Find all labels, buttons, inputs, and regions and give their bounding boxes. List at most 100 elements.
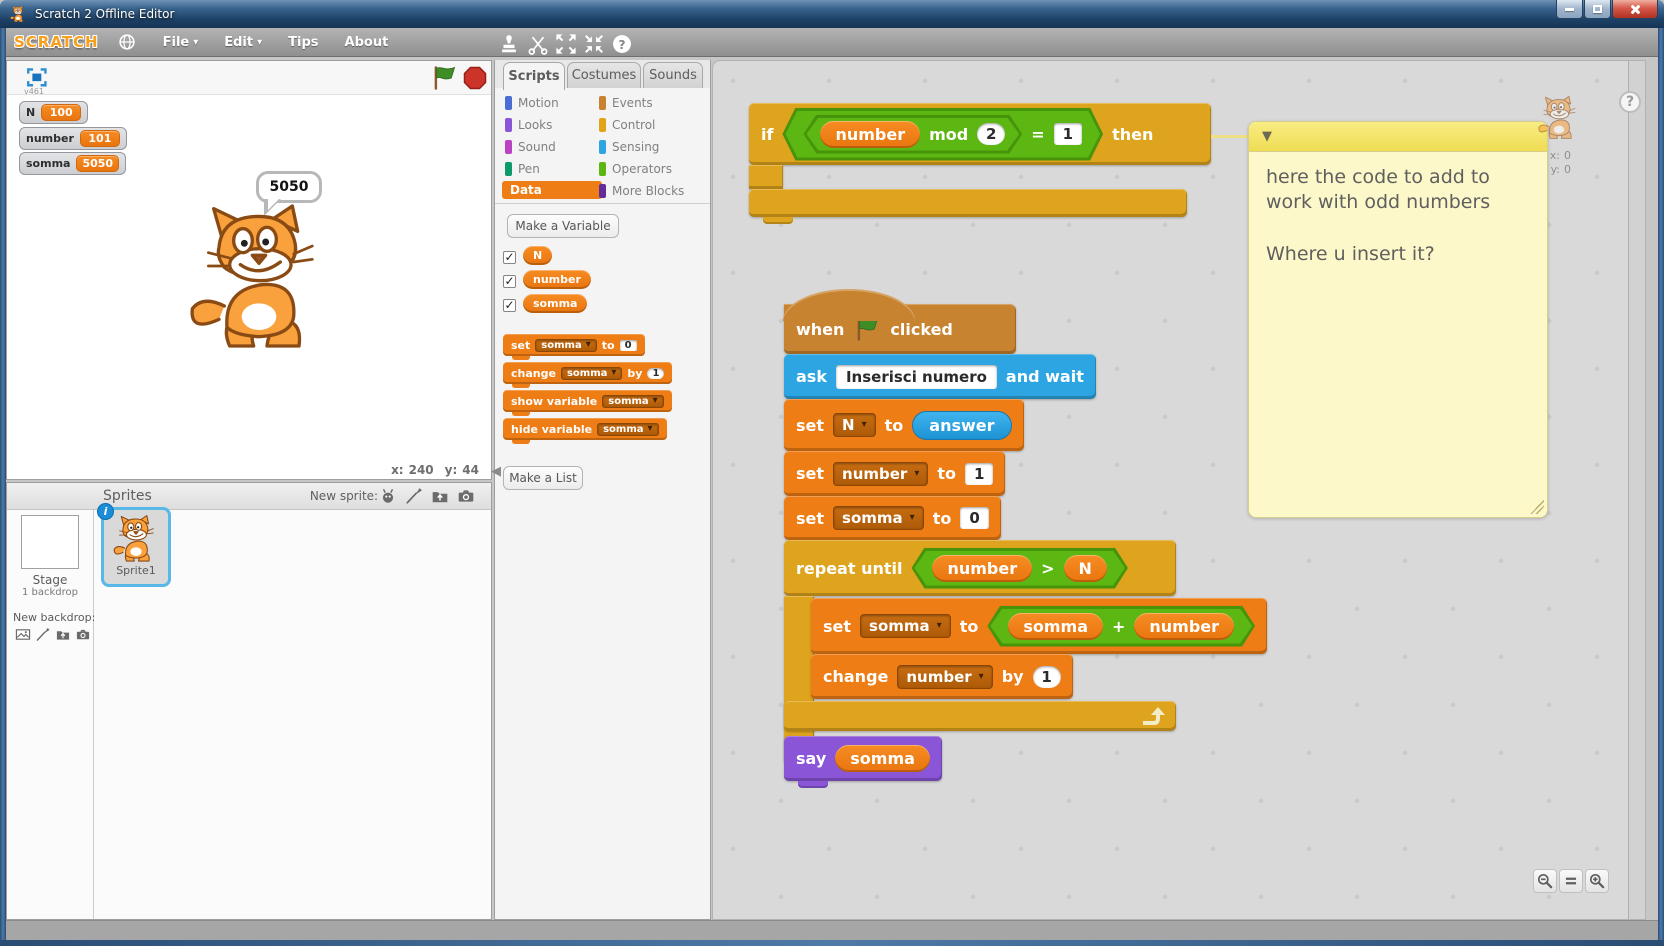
variable-watcher[interactable]: somma 5050 xyxy=(19,152,127,175)
sprite1-thumbnail[interactable]: i Sprite1 xyxy=(97,503,171,587)
variable-dropdown[interactable]: N ▾ xyxy=(833,413,876,437)
category-control[interactable]: Control xyxy=(599,118,655,132)
comment-text[interactable]: here the code to add to work with odd nu… xyxy=(1266,166,1491,265)
palette-show-variable-block[interactable]: show variable somma ▾ xyxy=(503,390,672,416)
value-input[interactable]: 1 xyxy=(965,462,994,485)
minimize-button[interactable] xyxy=(1556,0,1583,19)
new-sprite-library-icon[interactable] xyxy=(379,487,397,505)
category-looks[interactable]: Looks xyxy=(505,118,552,132)
repeat-until-block[interactable]: repeat until number > N xyxy=(784,540,1176,596)
if-then-block[interactable]: if number mod 2 = 1 then xyxy=(749,103,1211,165)
upload-sprite-icon[interactable] xyxy=(431,487,449,505)
variable-reporter-number[interactable]: number xyxy=(1134,613,1234,640)
category-events[interactable]: Events xyxy=(599,96,653,110)
variable-dropdown[interactable]: somma ▾ xyxy=(560,366,623,380)
variable-checkbox-n[interactable]: ✓ xyxy=(503,250,516,264)
tab-costumes[interactable]: Costumes xyxy=(567,62,641,88)
category-sound[interactable]: Sound xyxy=(505,140,556,154)
palette-change-block[interactable]: change somma ▾ by 1 xyxy=(503,362,673,388)
tab-scripts[interactable]: Scripts xyxy=(503,62,565,90)
language-globe-icon[interactable] xyxy=(117,32,137,52)
stop-sign-icon[interactable] xyxy=(463,66,487,90)
make-list-button[interactable]: Make a List xyxy=(503,466,583,490)
make-variable-button[interactable]: Make a Variable xyxy=(507,214,619,238)
menu-tips[interactable]: Tips xyxy=(288,34,319,50)
change-number-block[interactable]: change number ▾ by 1 xyxy=(811,654,1073,699)
palette-collapse-icon[interactable]: ◀ xyxy=(491,464,501,479)
variable-reporter-somma[interactable]: somma xyxy=(523,294,588,313)
scratch-logo[interactable]: SCRATCH xyxy=(14,33,99,51)
variable-reporter-number[interactable]: number xyxy=(932,555,1032,582)
variable-reporter-number[interactable]: number xyxy=(523,270,591,289)
menu-about[interactable]: About xyxy=(344,34,389,50)
comment-collapse-icon[interactable]: ▼ xyxy=(1262,129,1272,144)
menu-edit[interactable]: Edit ▾ xyxy=(224,34,263,50)
paint-backdrop-icon[interactable] xyxy=(35,627,51,642)
mod-operator[interactable]: number mod 2 xyxy=(803,115,1022,154)
zoom-out-button[interactable] xyxy=(1533,869,1557,893)
category-data[interactable]: Data xyxy=(502,181,602,199)
answer-reporter[interactable]: answer xyxy=(912,410,1012,440)
variable-reporter-somma[interactable]: somma xyxy=(1008,613,1103,640)
fullscreen-icon[interactable] xyxy=(23,66,50,88)
comment-header[interactable]: ▼ xyxy=(1249,122,1547,152)
help-icon[interactable]: ? xyxy=(1619,91,1641,113)
palette-set-block[interactable]: set somma ▾ to 0 xyxy=(503,334,645,360)
variable-dropdown[interactable]: somma ▾ xyxy=(833,506,924,530)
variable-dropdown[interactable]: somma ▾ xyxy=(597,422,659,436)
zoom-in-button[interactable] xyxy=(1585,869,1609,893)
ask-question-input[interactable]: Inserisci numero xyxy=(835,364,997,389)
variable-dropdown[interactable]: somma ▾ xyxy=(535,338,597,352)
greater-than-operator[interactable]: number > N xyxy=(911,548,1127,589)
variable-watcher[interactable]: N 100 xyxy=(19,101,89,124)
stage-thumbnail[interactable] xyxy=(21,515,79,569)
variable-checkbox-number[interactable]: ✓ xyxy=(503,274,516,288)
set-number-block[interactable]: set number ▾ to 1 xyxy=(784,451,1006,496)
inner-set-somma-block[interactable]: set somma ▾ to somma + number xyxy=(811,598,1268,654)
shrink-sprite-icon[interactable] xyxy=(583,33,605,55)
upload-backdrop-icon[interactable] xyxy=(55,627,71,642)
value-input[interactable]: 1 xyxy=(647,367,665,379)
zoom-reset-button[interactable] xyxy=(1559,869,1583,893)
block-help-icon[interactable] xyxy=(611,33,633,55)
value-input[interactable]: 0 xyxy=(619,339,637,351)
green-flag-icon[interactable] xyxy=(431,65,457,91)
maximize-button[interactable] xyxy=(1584,0,1611,19)
value-input[interactable]: 1 xyxy=(1032,665,1061,688)
close-button[interactable] xyxy=(1612,0,1658,19)
category-motion[interactable]: Motion xyxy=(505,96,559,110)
comment-resize-handle[interactable] xyxy=(1530,500,1544,514)
value-input[interactable]: 0 xyxy=(960,507,989,529)
bottom-scroll-strip[interactable] xyxy=(0,920,1664,940)
camera-backdrop-icon[interactable] xyxy=(75,627,91,642)
paint-new-sprite-icon[interactable] xyxy=(405,487,423,505)
camera-sprite-icon[interactable] xyxy=(457,487,475,505)
grow-sprite-icon[interactable] xyxy=(555,33,577,55)
backdrop-library-icon[interactable] xyxy=(15,627,31,642)
script-area[interactable]: if number mod 2 = 1 then ▼ here the code… xyxy=(712,60,1646,920)
variable-reporter-n[interactable]: N xyxy=(523,246,553,265)
category-operators[interactable]: Operators xyxy=(599,162,672,176)
category-pen[interactable]: Pen xyxy=(505,162,540,176)
tab-sounds[interactable]: Sounds xyxy=(643,62,703,88)
sprite-info-icon[interactable]: i xyxy=(97,503,114,520)
equals-operator[interactable]: number mod 2 = 1 xyxy=(782,108,1103,161)
palette-hide-variable-block[interactable]: hide variable somma ▾ xyxy=(503,418,667,444)
duplicate-stamp-icon[interactable] xyxy=(498,33,520,55)
variable-dropdown[interactable]: number ▾ xyxy=(897,664,993,689)
when-flag-clicked-block[interactable]: when clicked xyxy=(783,289,1016,354)
category-sensing[interactable]: Sensing xyxy=(599,140,659,154)
variable-dropdown[interactable]: somma ▾ xyxy=(860,614,951,638)
mod-value-input[interactable]: 2 xyxy=(977,123,1005,145)
variable-reporter-number[interactable]: number xyxy=(820,121,920,148)
menu-file[interactable]: File ▾ xyxy=(162,34,199,50)
variable-reporter-somma[interactable]: somma xyxy=(835,745,930,772)
cat-sprite[interactable] xyxy=(179,203,339,353)
variable-dropdown[interactable]: number ▾ xyxy=(833,461,929,486)
set-n-block[interactable]: set N ▾ to answer xyxy=(784,399,1024,451)
ask-and-wait-block[interactable]: ask Inserisci numero and wait xyxy=(784,354,1096,399)
variable-watcher[interactable]: number 101 xyxy=(19,127,127,150)
set-somma-block[interactable]: set somma ▾ to 0 xyxy=(784,496,1001,540)
variable-checkbox-somma[interactable]: ✓ xyxy=(503,298,516,312)
variable-reporter-n[interactable]: N xyxy=(1064,555,1107,582)
